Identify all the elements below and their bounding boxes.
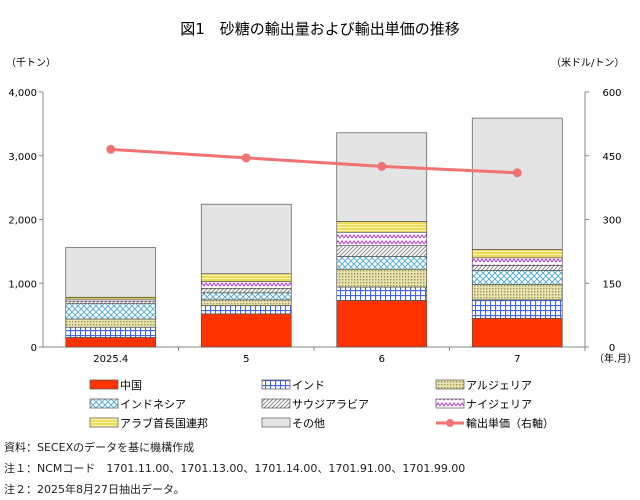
- x-tick-label: 2025.4: [93, 354, 128, 365]
- source-note: 資料：SECEXのデータを基に機構作成: [4, 441, 195, 454]
- bar-segment: [65, 303, 157, 320]
- notes: 資料：SECEXのデータを基に機構作成 注１：NCMコード 1701.11.00…: [4, 437, 465, 500]
- legend-label: アラブ首長国連邦: [120, 416, 208, 430]
- right-tick-label: 0: [609, 343, 615, 354]
- legend-label: ナイジェリア: [466, 398, 532, 411]
- right-tick-label: 150: [602, 279, 621, 290]
- bar-segment: [471, 299, 563, 319]
- left-tick-label: 3,000: [8, 152, 37, 163]
- bar-segment: [471, 270, 563, 285]
- right-tick-label: 300: [602, 216, 621, 227]
- legend-label: 中国: [120, 379, 142, 392]
- bar-segment: [200, 273, 292, 282]
- left-tick-label: 4,000: [8, 88, 37, 99]
- legend-label: アルジェリア: [466, 379, 532, 392]
- legend-swatch: [435, 398, 465, 409]
- bar-segment: [471, 284, 563, 301]
- x-axis-unit: （年.月）: [594, 352, 637, 365]
- legend-swatch: [261, 398, 291, 409]
- bar-segment: [200, 288, 292, 294]
- x-tick-label: 7: [514, 354, 520, 365]
- left-tick-label: 0: [31, 343, 37, 354]
- unit-price-point: [241, 153, 251, 163]
- bar-segment: [336, 300, 428, 348]
- legend-label: その他: [292, 417, 325, 430]
- right-axis-unit: （米ドル/トン）: [551, 56, 624, 69]
- chart-title: 図1 砂糖の輸出量および輸出単価の推移: [180, 20, 460, 38]
- bar-segment: [471, 317, 563, 348]
- x-tick-label: 6: [379, 354, 385, 365]
- unit-price-point: [106, 144, 116, 154]
- bar-segment: [471, 257, 563, 266]
- right-tick-label: 600: [602, 88, 621, 99]
- bar-segment: [336, 256, 428, 270]
- bar-segment: [200, 305, 292, 315]
- legend-label: インドネシア: [120, 398, 186, 411]
- legend-swatch: [89, 398, 119, 409]
- legend-swatch: [435, 379, 465, 390]
- bar-segment: [471, 249, 563, 259]
- legend-line-marker: [446, 419, 454, 427]
- x-tick-label: 5: [243, 354, 249, 365]
- plot-area: 0 1,000 2,000 3,000 4,000 0 150 300 450 600 2025.4…: [8, 88, 621, 365]
- legend-swatch: [261, 417, 291, 428]
- bar-segment: [336, 221, 428, 233]
- legend-swatch: [89, 417, 119, 428]
- bar-segment: [336, 231, 428, 246]
- bar-segment: [200, 280, 292, 289]
- chart: 図1 砂糖の輸出量および輸出単価の推移 （千トン） （米ドル/トン） （年.月）…: [6, 20, 637, 430]
- legend-label: インド: [292, 379, 325, 392]
- legend-label: 輸出単価（右軸）: [466, 416, 554, 430]
- left-axis-unit: （千トン）: [6, 57, 56, 69]
- bar-segment: [336, 268, 428, 288]
- legend-swatch: [261, 379, 291, 390]
- bar-segment: [65, 300, 157, 305]
- legend-swatch: [89, 379, 119, 390]
- bar-segment: [336, 245, 428, 257]
- legend-label: サウジアラビア: [292, 398, 369, 411]
- bar-segment: [65, 326, 157, 338]
- bar-segment: [65, 247, 157, 298]
- bar-segment: [65, 337, 157, 348]
- unit-price-point: [377, 161, 387, 171]
- note-1: 注１：NCMコード 1701.11.00、1701.13.00、1701.14.…: [4, 462, 466, 475]
- bar-segment: [336, 286, 428, 301]
- bar-segment: [200, 313, 292, 348]
- bar-segment: [200, 299, 292, 306]
- bar-segment: [336, 132, 428, 222]
- right-tick-label: 450: [602, 152, 621, 163]
- unit-price-line: [110, 147, 518, 175]
- bar-segment: [65, 318, 157, 328]
- bar-segment: [471, 117, 563, 250]
- unit-price-point: [512, 168, 522, 178]
- note-2: 注２：2025年8月27日抽出データ。: [4, 483, 185, 496]
- bar-segment: [471, 265, 563, 271]
- bar-segment: [200, 292, 292, 301]
- bar-segment: [200, 203, 292, 275]
- left-tick-label: 1,000: [8, 279, 37, 290]
- left-tick-label: 2,000: [8, 216, 37, 227]
